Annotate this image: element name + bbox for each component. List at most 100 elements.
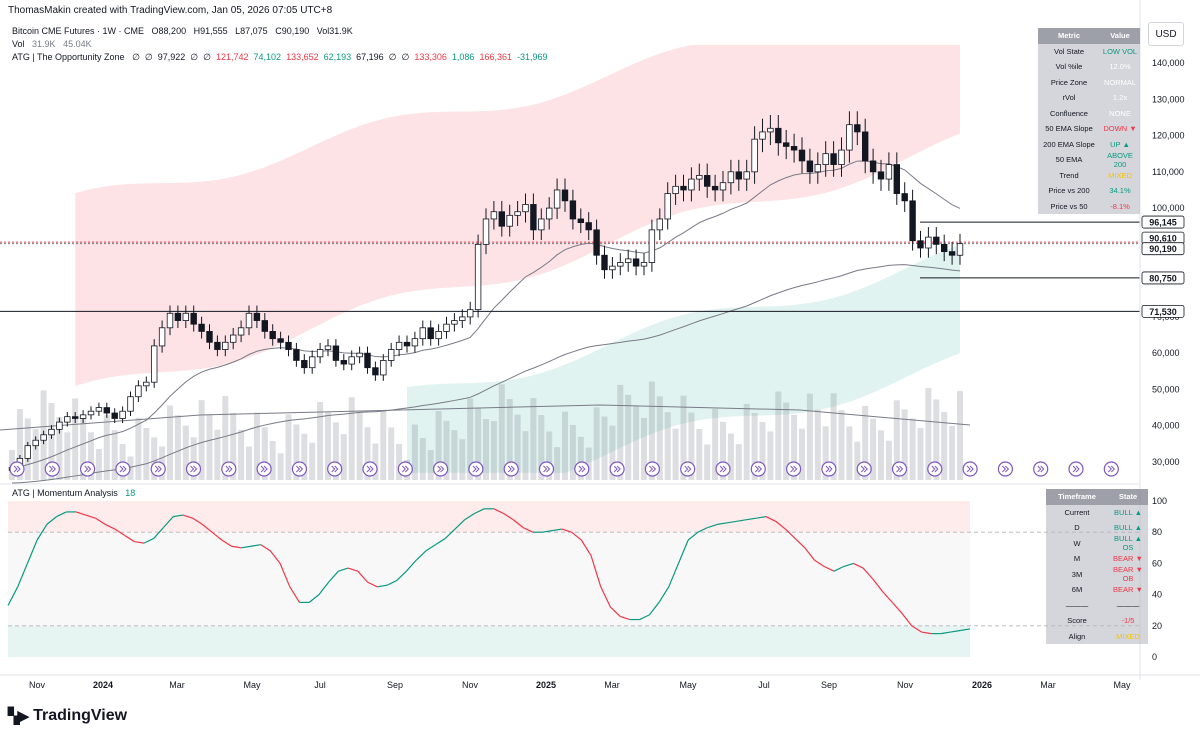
volume-bar: [190, 437, 197, 480]
price-level-label: 90,190: [1141, 242, 1185, 256]
signal-marker-icon: [433, 461, 449, 477]
timeframe-name: Align: [1068, 631, 1086, 641]
volume-bar: [198, 400, 205, 480]
signal-marker-icon: [821, 461, 837, 477]
time-axis[interactable]: Nov 2024 Mar May Jul Sep Nov 2025 Mar May Jul Sep No…: [0, 674, 1200, 690]
volume-bar: [32, 428, 39, 480]
momentum-segment: [677, 539, 689, 564]
momentum-segment: [231, 545, 242, 549]
momentum-oscillator: 100 80 60 40 20 0: [7, 496, 1167, 662]
candle: [727, 159, 735, 195]
momentum-segment: [26, 539, 38, 564]
marker-chevron: [613, 465, 621, 473]
metrics-table-row: Vol %ile 12.0%: [1038, 59, 1140, 75]
momentum-segment: [552, 528, 562, 532]
candle-up: [522, 204, 529, 213]
momentum-segment: [328, 570, 339, 583]
momentum-table-row: ——— ———: [1046, 598, 1148, 614]
candle: [72, 412, 79, 424]
momentum-segment: [7, 586, 19, 606]
candle: [719, 171, 727, 202]
candle-down: [277, 338, 284, 343]
volume-bar: [48, 403, 55, 480]
volume-bar: [696, 428, 703, 480]
candle: [237, 320, 245, 343]
metrics-table: Metric Value Vol State LOW VOL Vol %ile 12.…: [1038, 28, 1140, 214]
candle: [277, 331, 284, 350]
volume-bar: [411, 424, 418, 480]
candle: [285, 335, 292, 357]
momentum-table-row: 3M BEAR ▼ OB: [1046, 565, 1148, 583]
volume-bar: [325, 411, 331, 480]
metrics-table-row: Trend MIXED: [1038, 168, 1140, 184]
volume-bar: [743, 403, 750, 480]
momentum-segment: [201, 523, 213, 533]
atg-zone-value: 166,361: [479, 52, 512, 62]
candle: [767, 115, 774, 146]
candle: [561, 178, 569, 212]
candle: [735, 159, 742, 191]
candle-up: [166, 312, 174, 329]
candle: [48, 425, 55, 439]
horizontal-levels[interactable]: [0, 221, 1140, 312]
candle-up: [466, 309, 474, 318]
candle: [656, 208, 663, 241]
momentum-segment: [823, 565, 835, 572]
currency-button[interactable]: USD: [1148, 22, 1184, 46]
candle: [340, 354, 347, 371]
tradingview-logo[interactable]: ▚▶ TradingView: [8, 707, 127, 725]
volume-bar: [830, 393, 837, 480]
metrics-table-row: Price vs 200 34.1%: [1038, 183, 1140, 199]
momentum-segment: [134, 540, 145, 544]
marker-chevron: [754, 465, 763, 473]
metrics-table-row: Price Zone NORMAL: [1038, 75, 1140, 91]
candle: [119, 406, 126, 424]
volume-value: 31.9K: [32, 39, 56, 49]
candle: [498, 200, 505, 237]
volume-bar: [767, 431, 774, 480]
candle-up: [743, 171, 750, 180]
atg-zone-value: -31,969: [516, 52, 548, 62]
candle: [838, 137, 845, 177]
volume-bar: [269, 440, 276, 480]
momentum-segment: [590, 555, 602, 587]
momentum-table-row: D BULL ▲: [1046, 520, 1148, 536]
metrics-table-row: 200 EMA Slope UP ▲: [1038, 137, 1140, 153]
momentum-segment: [367, 581, 378, 588]
candle: [293, 342, 300, 367]
candle-down: [427, 327, 434, 340]
volume-bar: [925, 388, 932, 480]
candle: [783, 129, 790, 160]
momentum-table-row: Current BULL ▲: [1046, 505, 1148, 521]
volume-bar: [712, 408, 719, 480]
volume-bar: [498, 384, 505, 480]
candle: [158, 320, 166, 353]
price-axis[interactable]: 140,000130,000120,000110,000100,00090,00…: [1141, 58, 1185, 467]
price-chart[interactable]: 140,000130,000120,000110,000100,00090,00…: [0, 0, 1200, 700]
momentum-segment: [192, 517, 203, 525]
candle-down: [214, 341, 221, 350]
signal-marker-icon: [680, 461, 696, 477]
momentum-segment: [610, 606, 621, 617]
candle: [301, 354, 308, 374]
momentum-segment: [75, 511, 86, 516]
candle-up: [135, 385, 142, 398]
high-value: H91,555: [193, 26, 228, 36]
volume-bar: [546, 431, 553, 480]
candle-down: [403, 341, 411, 347]
momentum-segment: [542, 530, 553, 533]
volume-bar: [870, 418, 877, 480]
candle: [877, 159, 885, 191]
candle: [546, 197, 553, 230]
candle: [798, 137, 806, 174]
price-level-label: 96,145: [1141, 215, 1185, 229]
candle-down: [530, 204, 537, 231]
volume-bar: [435, 411, 442, 480]
price-level-box: [1141, 242, 1185, 256]
signal-marker-icon: [891, 461, 908, 477]
volume-bar: [648, 381, 655, 480]
marker-chevron: [1072, 465, 1080, 473]
candle: [40, 430, 47, 445]
volume-bar: [88, 432, 94, 480]
volume-bar: [806, 393, 813, 480]
